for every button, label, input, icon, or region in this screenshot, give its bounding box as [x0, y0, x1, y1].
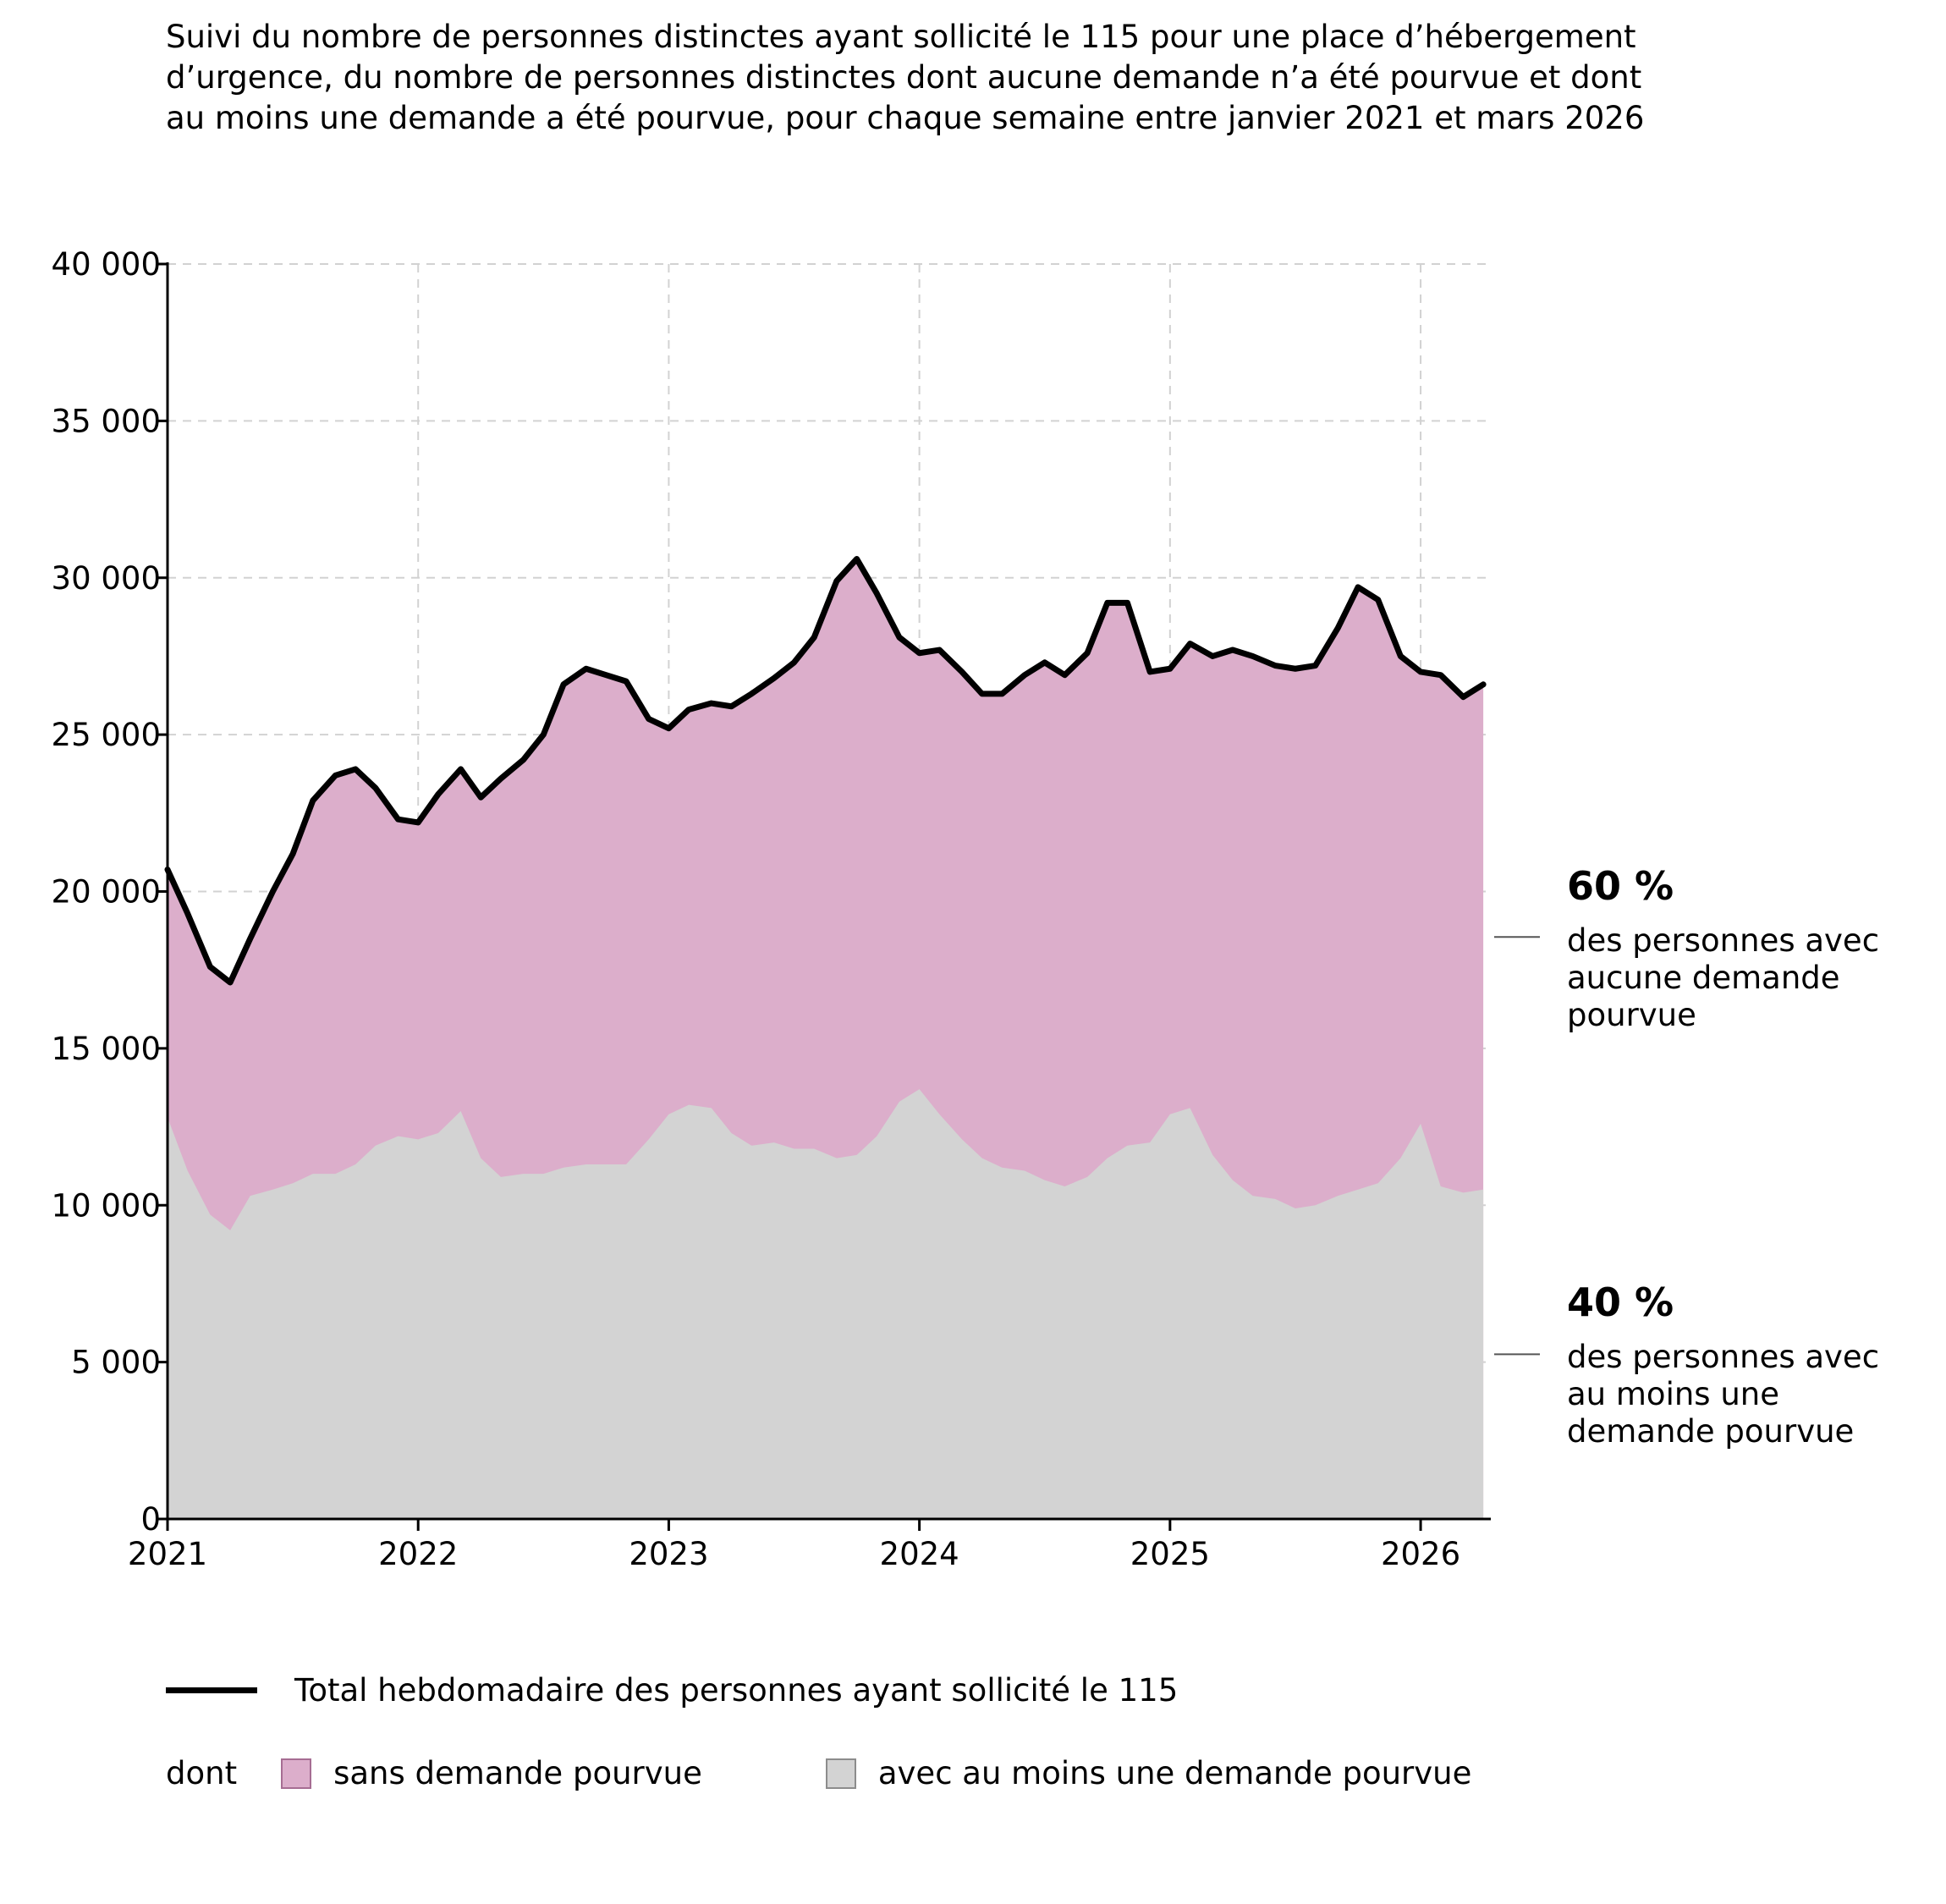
line-total-115	[164, 556, 1487, 986]
legend-total-line	[166, 1687, 257, 1693]
y-tick-label: 10 000	[52, 1187, 161, 1224]
y-tick-label: 25 000	[52, 717, 161, 753]
legend-aucune-label: sans demande pourvue	[333, 1755, 702, 1791]
y-tick-label: 5 000	[71, 1345, 161, 1381]
y-tick-label: 35 000	[52, 403, 161, 439]
y-axis-ticks: 0 5 000 10 000 15 000 20 000 25 000 30 000 35 0…	[52, 246, 168, 1538]
y-tick-label: 0	[140, 1501, 161, 1538]
y-tick-label: 30 000	[52, 560, 161, 597]
legend-total-label: Total hebdomadaire des personnes ayant s…	[294, 1672, 1179, 1709]
callout-pourvue-text: des personnes avec au moins une demande …	[1567, 1339, 1880, 1450]
x-tick-label: 2023	[629, 1536, 708, 1572]
legend-aucune-swatch	[281, 1758, 312, 1789]
callout-pourvue-pct: 40 %	[1567, 1279, 1674, 1325]
stacked-areas	[168, 559, 1484, 1519]
legend-dont-label: dont	[166, 1755, 238, 1791]
callout-leaders	[1494, 936, 1540, 1356]
callout-aucune-pct: 60 %	[1567, 863, 1674, 909]
x-tick-label: 2024	[880, 1536, 959, 1572]
x-tick-label: 2022	[378, 1536, 458, 1572]
callout-aucune-text: des personnes avec aucune demande pourvu…	[1567, 922, 1880, 1033]
x-tick-label: 2026	[1381, 1536, 1460, 1572]
legend-total: Total hebdomadaire des personnes ayant s…	[166, 1672, 1178, 1709]
y-tick-label: 40 000	[52, 246, 161, 283]
y-tick-label: 20 000	[52, 874, 161, 911]
legend-pourvue-swatch	[825, 1758, 856, 1789]
legend-pourvue-label: avec au moins une demande pourvue	[877, 1755, 1472, 1791]
chart-title: Suivi du nombre de personnes distinctes …	[166, 19, 1645, 136]
x-axis-ticks: 2021 2022 2023 2024 2025 2026	[128, 1519, 1460, 1572]
area-avec-demande-pourvue	[168, 1089, 1484, 1519]
x-tick-label: 2025	[1130, 1536, 1210, 1572]
legend-components: dont sans demande pourvue avec au moins …	[166, 1755, 1471, 1791]
y-tick-label: 15 000	[52, 1031, 161, 1067]
x-tick-label: 2021	[128, 1536, 207, 1572]
